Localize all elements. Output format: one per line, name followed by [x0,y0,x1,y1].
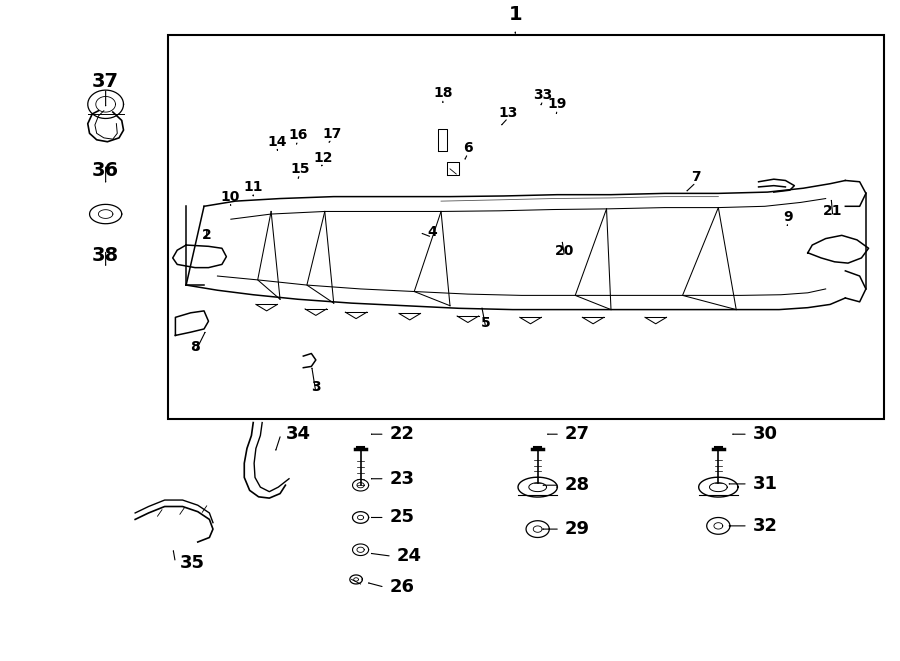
Text: 10: 10 [220,190,239,204]
Text: 19: 19 [547,97,567,111]
Text: 38: 38 [92,247,119,265]
Text: 8: 8 [190,340,200,354]
Text: 36: 36 [92,161,119,180]
Text: 28: 28 [564,476,590,494]
Text: 21: 21 [824,204,842,219]
Text: 4: 4 [428,225,437,239]
Text: 14: 14 [267,135,287,149]
Text: 15: 15 [290,162,310,176]
Text: 35: 35 [180,554,205,572]
Text: 20: 20 [554,245,574,258]
Text: 16: 16 [288,128,308,142]
Text: 23: 23 [389,470,414,488]
Text: 5: 5 [481,315,491,329]
Text: 9: 9 [783,210,793,224]
Text: 17: 17 [322,127,342,141]
Text: 7: 7 [691,171,701,184]
Text: 26: 26 [389,578,414,596]
Text: 18: 18 [433,87,453,100]
Text: 2: 2 [202,228,211,243]
Text: 6: 6 [464,141,472,155]
Text: 32: 32 [752,517,778,535]
Text: 13: 13 [499,106,517,120]
Text: 33: 33 [534,89,553,102]
Text: 27: 27 [564,425,590,443]
Text: 29: 29 [564,520,590,538]
Text: 11: 11 [244,180,263,194]
Text: 3: 3 [311,380,320,394]
Text: 25: 25 [389,508,414,526]
Text: 31: 31 [752,475,778,493]
Text: 1: 1 [508,5,522,24]
Text: 22: 22 [389,425,414,443]
Text: 24: 24 [396,547,421,565]
Text: 30: 30 [752,425,778,443]
Text: 34: 34 [285,425,310,443]
Text: 12: 12 [313,151,333,165]
Text: 37: 37 [92,72,119,91]
